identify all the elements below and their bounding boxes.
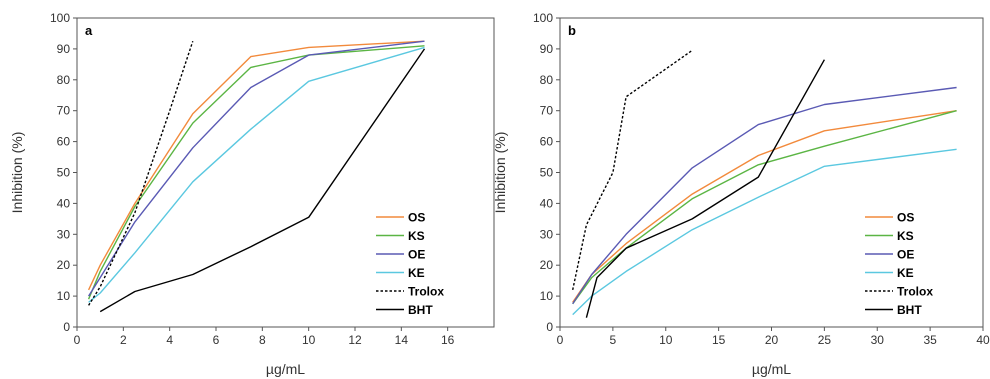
- legend-label-trolox: Trolox: [408, 285, 444, 299]
- x-tick-label: 12: [348, 333, 362, 347]
- legend-label-ke: KE: [897, 266, 914, 280]
- series-line-oe: [572, 86, 957, 305]
- y-tick-label: 50: [540, 166, 554, 180]
- series-line-ks: [572, 110, 957, 305]
- y-tick-label: 60: [540, 135, 554, 149]
- x-tick-label: 0: [557, 333, 564, 347]
- y-tick-label: 90: [57, 42, 71, 56]
- series-line-ke: [88, 46, 425, 303]
- y-tick-label: 80: [57, 73, 71, 87]
- y-axis-title: Inhibition (%): [492, 132, 508, 214]
- x-tick-label: 40: [976, 333, 990, 347]
- x-tick-label: 20: [765, 333, 779, 347]
- series-line-trolox: [88, 40, 194, 306]
- legend-label-ks: KS: [897, 229, 914, 243]
- legend-label-trolox: Trolox: [897, 285, 933, 299]
- y-tick-label: 90: [540, 42, 554, 56]
- y-tick-label: 40: [57, 196, 71, 210]
- x-tick-label: 4: [166, 333, 173, 347]
- x-tick-label: 0: [74, 333, 81, 347]
- y-tick-label: 70: [540, 104, 554, 118]
- x-tick-label: 8: [259, 333, 266, 347]
- panel-label: a: [85, 23, 93, 38]
- x-tick-label: 30: [871, 333, 885, 347]
- x-tick-label: 2: [120, 333, 127, 347]
- y-tick-label: 100: [50, 11, 70, 25]
- x-tick-label: 14: [395, 333, 409, 347]
- legend-label-oe: OE: [897, 248, 914, 262]
- x-tick-label: 15: [712, 333, 726, 347]
- y-tick-label: 40: [540, 196, 554, 210]
- y-tick-label: 0: [546, 320, 553, 334]
- x-tick-label: 16: [441, 333, 455, 347]
- y-tick-label: 70: [57, 104, 71, 118]
- series-line-bht: [99, 48, 426, 313]
- y-tick-label: 80: [540, 73, 554, 87]
- y-tick-label: 20: [57, 258, 71, 272]
- series-line-oe: [88, 40, 425, 297]
- y-tick-label: 50: [57, 166, 71, 180]
- legend-label-ks: KS: [408, 229, 425, 243]
- legend-label-os: OS: [897, 211, 914, 225]
- x-axis-title: µg/mL: [752, 361, 791, 377]
- series-line-os: [87, 40, 425, 291]
- y-tick-label: 30: [540, 227, 554, 241]
- legend-label-bht: BHT: [897, 303, 922, 317]
- x-tick-label: 10: [659, 333, 673, 347]
- x-axis-title: µg/mL: [266, 361, 305, 377]
- y-tick-label: 100: [533, 11, 553, 25]
- series-line-bht: [585, 59, 826, 318]
- panel-label: b: [568, 23, 576, 38]
- x-tick-label: 5: [610, 333, 617, 347]
- x-tick-label: 25: [818, 333, 832, 347]
- legend-label-ke: KE: [408, 266, 425, 280]
- x-tick-label: 35: [923, 333, 937, 347]
- y-tick-label: 10: [57, 289, 71, 303]
- series-line-trolox: [572, 49, 693, 291]
- legend-label-bht: BHT: [408, 303, 433, 317]
- legend-label-oe: OE: [408, 248, 425, 262]
- y-axis-title: Inhibition (%): [9, 132, 25, 214]
- y-tick-label: 10: [540, 289, 554, 303]
- x-tick-label: 6: [213, 333, 220, 347]
- plot-frame: [559, 17, 984, 328]
- chart-panel-b: 0 5 10 15 20 25 30 35 40 0 10 20 30 40 50 60 70 80 90 100 µg…: [492, 11, 990, 377]
- legend-label-os: OS: [408, 211, 425, 225]
- plot-frame: [76, 17, 495, 328]
- x-tick-label: 10: [302, 333, 316, 347]
- y-tick-label: 60: [57, 135, 71, 149]
- y-tick-label: 20: [540, 258, 554, 272]
- y-tick-label: 30: [57, 227, 71, 241]
- chart-panel-a: 0 2 4 6 8 10 12 14 16 0 10 20 30 40 50 60 70 80 90 100 µg/mL…: [9, 11, 495, 377]
- y-tick-label: 0: [63, 320, 70, 334]
